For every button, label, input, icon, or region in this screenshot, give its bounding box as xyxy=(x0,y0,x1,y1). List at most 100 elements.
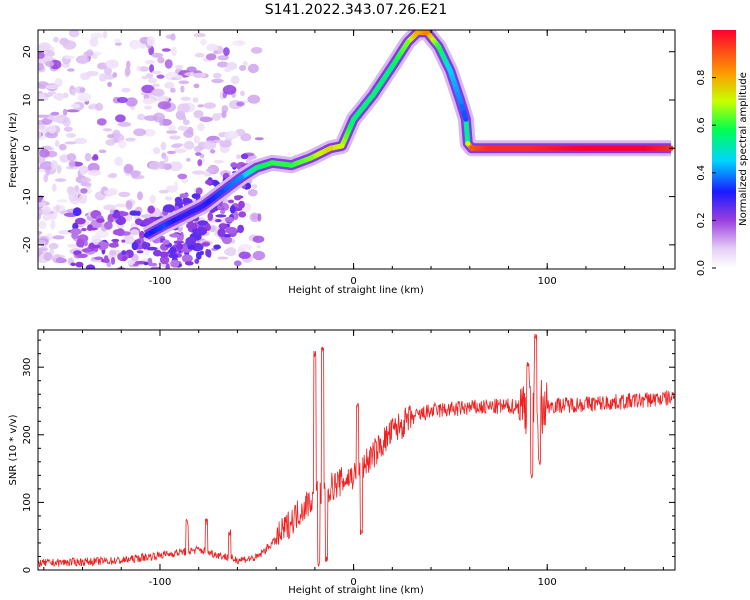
noise-blob xyxy=(213,50,219,55)
noise-blob xyxy=(209,149,216,154)
colorbar-label: Normalized spectral amplitude xyxy=(738,72,749,226)
ridge-point xyxy=(339,143,345,149)
cloud-blob xyxy=(88,275,97,283)
noise-blob xyxy=(144,60,156,64)
noise-blob xyxy=(143,128,156,137)
cloud-blob xyxy=(112,229,122,236)
noise-blob xyxy=(191,170,206,175)
noise-blob xyxy=(183,140,195,150)
noise-blob xyxy=(180,96,192,101)
noise-blob xyxy=(213,72,222,79)
noise-blob xyxy=(158,189,169,194)
noise-blob xyxy=(173,181,179,190)
noise-blob xyxy=(183,119,190,126)
cloud-blob xyxy=(96,218,105,223)
cloud-blob xyxy=(150,266,162,269)
cloud-blob xyxy=(238,200,245,209)
cloud-blob xyxy=(103,257,110,263)
noise-blob xyxy=(75,55,90,64)
noise-blob xyxy=(51,183,57,192)
ridge-point xyxy=(143,232,149,238)
colorbar-tick-label: 0.8 xyxy=(696,70,707,86)
noise-blob xyxy=(144,105,153,110)
noise-blob xyxy=(147,77,158,84)
noise-blob xyxy=(125,137,136,142)
cloud-blob xyxy=(76,253,88,258)
cloud-blob xyxy=(229,205,236,214)
noise-blob xyxy=(219,140,232,148)
noise-blob xyxy=(121,87,131,93)
noise-blob xyxy=(256,245,261,249)
noise-blob xyxy=(156,74,165,79)
ridge-point xyxy=(289,162,295,168)
bottom-x-tick-label: 100 xyxy=(538,577,557,588)
noise-blob xyxy=(54,178,67,182)
cloud-blob xyxy=(76,238,85,248)
noise-blob xyxy=(112,129,121,140)
noise-blob xyxy=(92,153,99,160)
ridge-point xyxy=(463,116,469,122)
noise-blob xyxy=(118,140,127,149)
noise-blob xyxy=(48,242,59,250)
cloud-blob xyxy=(174,196,183,204)
figure-title: S141.2022.343.07.26.E21 xyxy=(265,2,448,18)
ridge-segment xyxy=(463,116,471,146)
cloud-blob xyxy=(215,214,227,218)
noise-blob xyxy=(86,70,99,77)
ridge-point xyxy=(641,145,647,151)
noise-blob xyxy=(182,115,187,121)
noise-blob xyxy=(130,229,140,236)
colorbar-tick-label: 0.4 xyxy=(696,165,707,181)
cloud-blob xyxy=(85,264,96,269)
noise-blob xyxy=(78,194,88,204)
noise-blob xyxy=(117,96,128,104)
noise-blob xyxy=(173,148,187,154)
noise-blob xyxy=(204,171,209,177)
noise-blob xyxy=(126,60,131,69)
noise-blob xyxy=(43,173,49,183)
noise-blob xyxy=(64,141,77,145)
noise-blob xyxy=(55,204,60,212)
noise-blob xyxy=(89,37,99,47)
noise-blob xyxy=(239,65,247,71)
noise-blob xyxy=(125,200,133,210)
noise-blob xyxy=(152,147,161,155)
noise-blob xyxy=(107,81,112,87)
noise-blob xyxy=(104,190,113,195)
noise-blob xyxy=(193,135,201,144)
noise-blob xyxy=(166,130,178,134)
noise-blob xyxy=(252,250,266,261)
cloud-blob xyxy=(139,230,145,239)
noise-blob xyxy=(236,154,241,160)
noise-blob xyxy=(103,204,117,211)
noise-blob xyxy=(56,199,68,203)
noise-blob xyxy=(224,66,232,73)
cloud-blob xyxy=(89,277,94,285)
cloud-blob xyxy=(197,220,209,226)
noise-blob xyxy=(38,52,45,59)
noise-blob xyxy=(117,121,132,127)
bottom-x-tick-label: -100 xyxy=(149,577,172,588)
noise-blob xyxy=(43,252,53,261)
noise-blob xyxy=(164,196,173,201)
noise-blob xyxy=(170,33,176,41)
cloud-blob xyxy=(220,209,226,214)
noise-blob xyxy=(41,206,52,216)
cloud-blob xyxy=(230,162,238,168)
cloud-blob xyxy=(194,258,200,264)
noise-blob xyxy=(197,159,203,167)
noise-blob xyxy=(91,234,102,244)
noise-blob xyxy=(250,47,263,54)
cloud-blob xyxy=(122,255,127,262)
noise-blob xyxy=(38,195,43,203)
noise-blob xyxy=(123,163,134,174)
noise-blob xyxy=(66,153,76,161)
noise-blob xyxy=(112,72,118,78)
ridge-point xyxy=(424,30,430,35)
cloud-blob xyxy=(187,244,196,250)
noise-blob xyxy=(39,161,54,170)
noise-blob xyxy=(56,164,62,174)
ridge-point xyxy=(583,145,589,151)
noise-blob xyxy=(124,234,135,245)
